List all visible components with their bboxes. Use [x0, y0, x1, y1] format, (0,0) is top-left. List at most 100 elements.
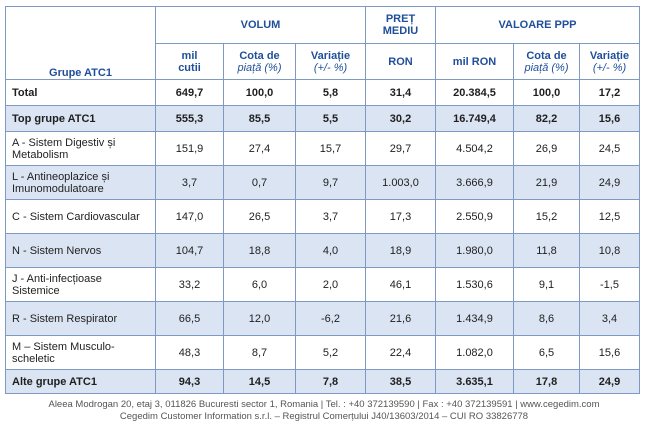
row-cell: 17,8: [513, 369, 580, 394]
header-volum: VOLUM: [155, 6, 366, 44]
row-cell: 5,8: [295, 79, 366, 106]
sub-variatie-volum: Variație (+/- %): [295, 43, 366, 80]
row-cell: 31,4: [365, 79, 436, 106]
row-cell: 46,1: [365, 267, 436, 302]
row-cell: 8,6: [513, 301, 580, 336]
row-cell: 27,4: [223, 131, 296, 166]
sub-ron: RON: [365, 43, 436, 80]
row-cell: 555,3: [155, 105, 224, 132]
row-cell: 2.550,9: [435, 199, 514, 234]
row-cell: 24,9: [579, 369, 640, 394]
footer-company: Cegedim Customer Information s.r.l. – Re…: [119, 411, 529, 422]
sub-cota-valoare-1: Cota de: [526, 49, 567, 62]
row-cell: 66,5: [155, 301, 224, 336]
sub-cota-valoare-2: piață (%): [524, 61, 569, 74]
row-cell: 17,3: [365, 199, 436, 234]
sub-mil-ron: mil RON: [435, 43, 514, 80]
table-row: Total 649,7 100,0 5,8 31,4 20.384,5 100,0 17,2: [5, 79, 640, 106]
row-cell: 15,2: [513, 199, 580, 234]
row-label: Top grupe ATC1: [5, 105, 156, 132]
row-label: M – Sistem Musculo-scheletic: [5, 335, 156, 370]
row-label: L - Antineoplazice și Imunomodulatoare: [5, 165, 156, 200]
table-row: Alte grupe ATC1 94,3 14,5 7,8 38,5 3.635,1 17,…: [5, 369, 640, 394]
table-row: C - Sistem Cardiovascular 147,0 26,5 3,7 17,…: [5, 199, 640, 234]
row-label: C - Sistem Cardiovascular: [5, 199, 156, 234]
header-pret-line1: PREȚ: [385, 13, 416, 25]
row-cell: 649,7: [155, 79, 224, 106]
row-cell: 17,2: [579, 79, 640, 106]
sub-variatie-valoare-2: (+/- %): [592, 61, 627, 74]
row-cell: 100,0: [223, 79, 296, 106]
row-cell: 85,5: [223, 105, 296, 132]
row-cell: 9,1: [513, 267, 580, 302]
row-cell: 5,5: [295, 105, 366, 132]
table-row: N - Sistem Nervos 104,7 18,8 4,0 18,9 1.980,0…: [5, 233, 640, 268]
row-cell: 1.530,6: [435, 267, 514, 302]
header-group: Grupe ATC1: [5, 6, 156, 80]
row-cell: 15,7: [295, 131, 366, 166]
row-cell: 3.666,9: [435, 165, 514, 200]
row-cell: 33,2: [155, 267, 224, 302]
row-label: A - Sistem Digestiv și Metabolism: [5, 131, 156, 166]
row-cell: 7,8: [295, 369, 366, 394]
row-cell: 94,3: [155, 369, 224, 394]
row-cell: 0,7: [223, 165, 296, 200]
row-cell: 15,6: [579, 335, 640, 370]
table-row: J - Anti-infecțioase Sistemice 33,2 6,0 2,0…: [5, 267, 640, 302]
row-cell: 3,4: [579, 301, 640, 336]
sub-variatie-valoare-1: Variație: [589, 49, 630, 62]
row-cell: 100,0: [513, 79, 580, 106]
row-label: Total: [5, 79, 156, 106]
row-cell: 38,5: [365, 369, 436, 394]
row-cell: 11,8: [513, 233, 580, 268]
row-cell: 8,7: [223, 335, 296, 370]
row-cell: 1.082,0: [435, 335, 514, 370]
row-cell: -6,2: [295, 301, 366, 336]
table-row: M – Sistem Musculo-scheletic 48,3 8,7 5,2 22…: [5, 335, 640, 370]
row-cell: 3.635,1: [435, 369, 514, 394]
row-cell: 12,5: [579, 199, 640, 234]
row-cell: 1.434,9: [435, 301, 514, 336]
row-cell: -1,5: [579, 267, 640, 302]
row-cell: 14,5: [223, 369, 296, 394]
row-label: R - Sistem Respirator: [5, 301, 156, 336]
row-cell: 104,7: [155, 233, 224, 268]
row-cell: 4,0: [295, 233, 366, 268]
row-cell: 5,2: [295, 335, 366, 370]
row-cell: 3,7: [155, 165, 224, 200]
row-cell: 21,9: [513, 165, 580, 200]
row-cell: 12,0: [223, 301, 296, 336]
table-row: R - Sistem Respirator 66,5 12,0 -6,2 21,6 1.4…: [5, 301, 640, 336]
row-cell: 26,9: [513, 131, 580, 166]
row-cell: 3,7: [295, 199, 366, 234]
footer: Aleea Modrogan 20, etaj 3, 011826 Bucure…: [0, 399, 648, 423]
row-cell: 24,5: [579, 131, 640, 166]
row-cell: 22,4: [365, 335, 436, 370]
sub-mil-cutii-1: mil: [181, 49, 198, 62]
row-cell: 4.504,2: [435, 131, 514, 166]
row-cell: 21,6: [365, 301, 436, 336]
row-cell: 2,0: [295, 267, 366, 302]
table-body: Total 649,7 100,0 5,8 31,4 20.384,5 100,0 17,2 T…: [5, 79, 640, 394]
sub-variatie-volum-1: Variație: [310, 49, 351, 62]
row-label: Alte grupe ATC1: [5, 369, 156, 394]
header-row-top: Grupe ATC1 VOLUM PREȚ MEDIU VALOARE PPP: [5, 6, 640, 80]
table-row: A - Sistem Digestiv și Metabolism 151,9 27…: [5, 131, 640, 166]
sub-variatie-valoare: Variație (+/- %): [579, 43, 640, 80]
header-pret-line2: MEDIU: [382, 25, 419, 37]
table-row: Top grupe ATC1 555,3 85,5 5,5 30,2 16.749,4 82…: [5, 105, 640, 132]
row-cell: 9,7: [295, 165, 366, 200]
header-pret-mediu: PREȚ MEDIU: [365, 6, 436, 44]
row-cell: 29,7: [365, 131, 436, 166]
row-cell: 82,2: [513, 105, 580, 132]
sub-mil-cutii: mil cutii: [155, 43, 224, 80]
row-cell: 147,0: [155, 199, 224, 234]
sub-cota-volum-2: piață (%): [237, 61, 282, 74]
row-cell: 30,2: [365, 105, 436, 132]
footer-address: Aleea Modrogan 20, etaj 3, 011826 Bucure…: [48, 399, 600, 410]
row-cell: 20.384,5: [435, 79, 514, 106]
row-label: N - Sistem Nervos: [5, 233, 156, 268]
sub-cota-volum: Cota de piață (%): [223, 43, 296, 80]
sub-cota-volum-1: Cota de: [239, 49, 280, 62]
row-cell: 18,9: [365, 233, 436, 268]
